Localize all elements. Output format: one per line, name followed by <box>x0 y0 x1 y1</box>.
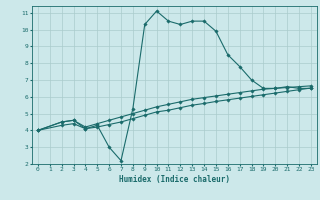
X-axis label: Humidex (Indice chaleur): Humidex (Indice chaleur) <box>119 175 230 184</box>
